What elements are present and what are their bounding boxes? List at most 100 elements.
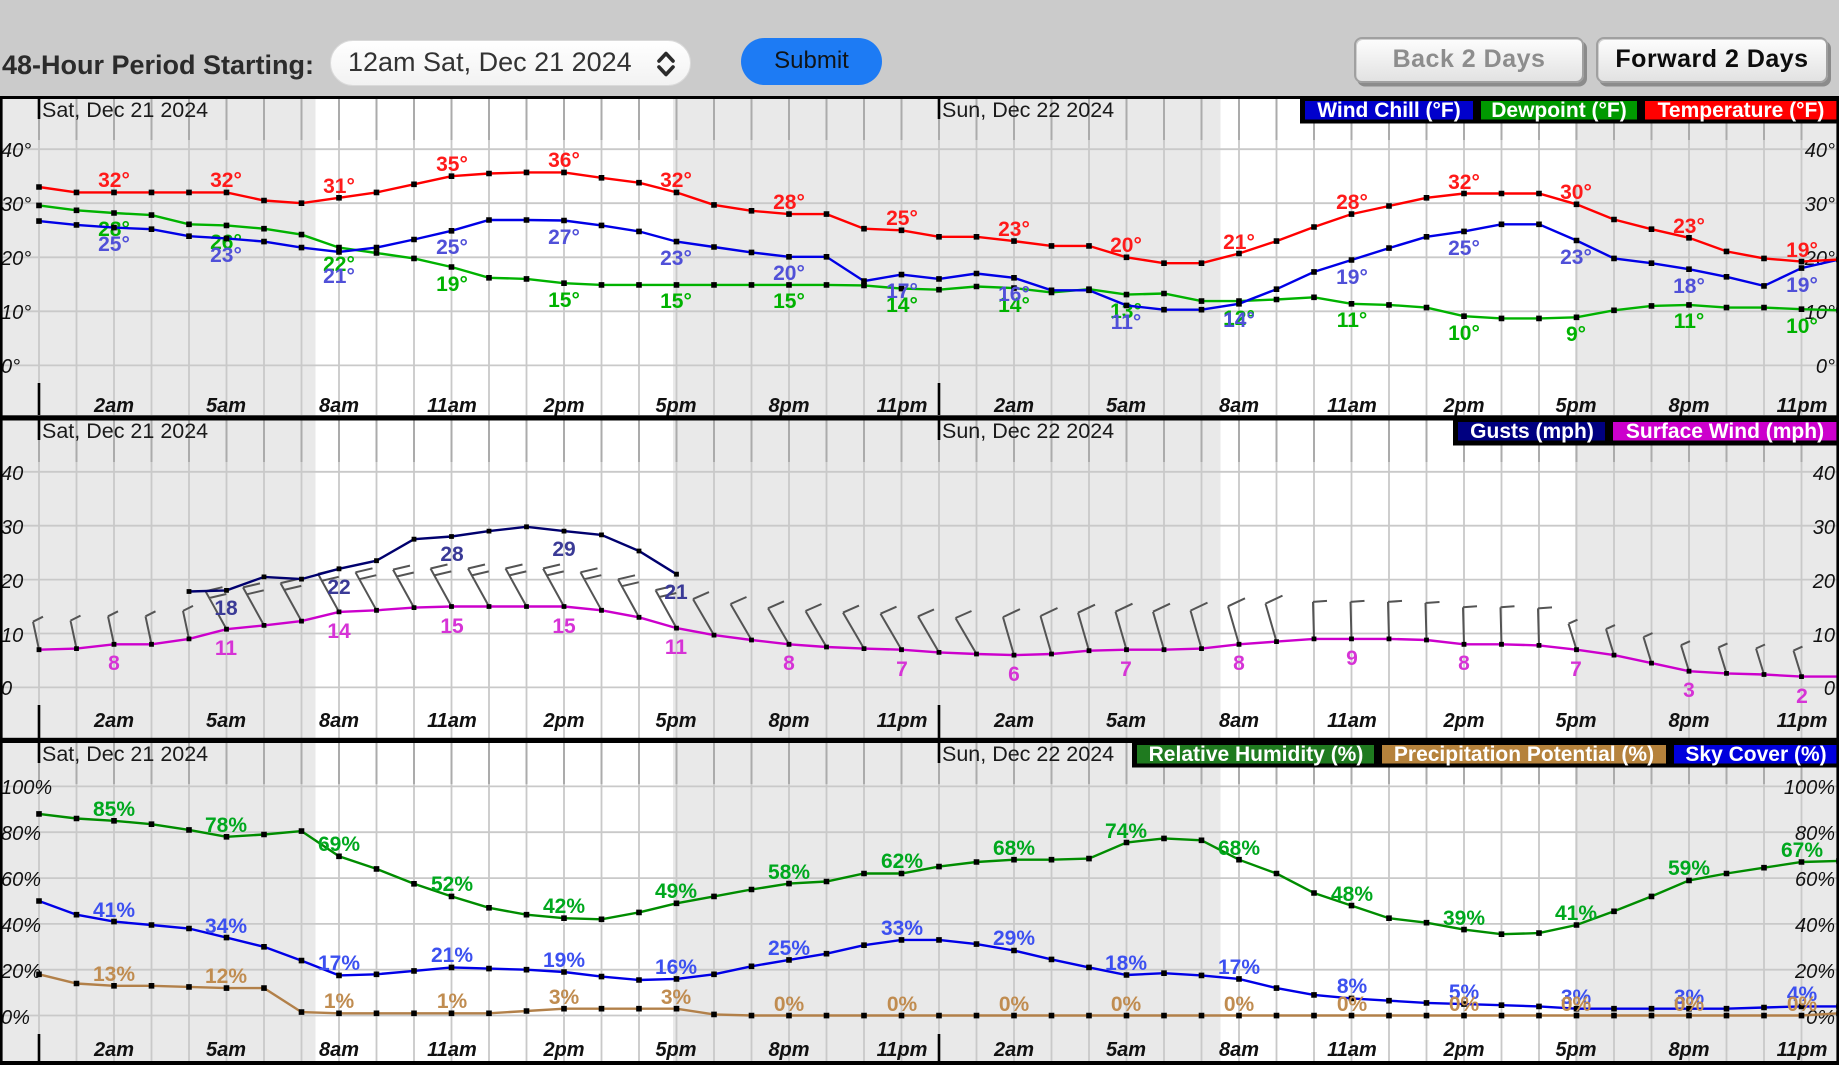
svg-text:17°: 17°: [886, 280, 918, 303]
svg-text:52%: 52%: [431, 873, 473, 896]
svg-text:25°: 25°: [886, 207, 918, 230]
svg-text:22: 22: [327, 576, 350, 599]
svg-text:8am: 8am: [319, 710, 359, 732]
svg-text:40°: 40°: [1805, 140, 1835, 162]
svg-text:8am: 8am: [319, 395, 359, 417]
svg-text:10°: 10°: [1, 302, 31, 324]
svg-text:30°: 30°: [1560, 181, 1592, 204]
svg-text:2pm: 2pm: [1442, 1039, 1484, 1061]
svg-text:2pm: 2pm: [1442, 395, 1484, 417]
svg-text:23°: 23°: [660, 247, 692, 270]
svg-text:14: 14: [327, 620, 351, 643]
svg-text:Surface Wind (mph): Surface Wind (mph): [1626, 420, 1824, 443]
svg-text:33%: 33%: [881, 917, 923, 940]
svg-text:10°: 10°: [1805, 302, 1835, 324]
svg-text:5am: 5am: [1106, 395, 1146, 417]
svg-text:60%: 60%: [1, 869, 41, 891]
svg-text:3: 3: [1683, 679, 1695, 702]
svg-text:78%: 78%: [205, 814, 247, 837]
svg-text:11pm: 11pm: [1777, 395, 1828, 417]
svg-text:21°: 21°: [323, 265, 355, 288]
svg-text:13%: 13%: [93, 963, 135, 986]
svg-text:10: 10: [1813, 625, 1835, 647]
svg-text:19°: 19°: [1336, 266, 1368, 289]
svg-text:10°: 10°: [1786, 315, 1818, 338]
svg-text:8%: 8%: [1337, 975, 1368, 998]
svg-text:2pm: 2pm: [542, 710, 584, 732]
svg-text:2am: 2am: [993, 395, 1034, 417]
svg-text:35°: 35°: [436, 153, 468, 176]
svg-text:19°: 19°: [1786, 239, 1818, 262]
svg-text:32°: 32°: [660, 169, 692, 192]
svg-text:14°: 14°: [1223, 309, 1255, 332]
svg-text:22°: 22°: [323, 253, 355, 276]
svg-text:8pm: 8pm: [768, 1039, 809, 1061]
svg-text:30°: 30°: [1, 194, 31, 216]
svg-text:5pm: 5pm: [655, 710, 696, 732]
svg-text:20°: 20°: [773, 262, 805, 285]
svg-text:3%: 3%: [1561, 986, 1592, 1009]
svg-text:23°: 23°: [210, 244, 242, 267]
svg-text:28°: 28°: [1336, 191, 1368, 214]
svg-text:3%: 3%: [549, 986, 580, 1009]
svg-text:Sun, Dec 22 2024: Sun, Dec 22 2024: [942, 742, 1114, 766]
svg-text:40°: 40°: [1, 140, 31, 162]
svg-text:20%: 20%: [0, 961, 41, 983]
svg-text:18: 18: [214, 597, 238, 620]
svg-text:30: 30: [1813, 517, 1835, 539]
svg-text:27°: 27°: [548, 226, 580, 249]
svg-text:12°: 12°: [1223, 307, 1255, 330]
svg-text:23°: 23°: [1673, 215, 1705, 238]
svg-text:6: 6: [1008, 663, 1020, 686]
svg-text:11pm: 11pm: [877, 1039, 928, 1061]
svg-text:0%: 0%: [1337, 993, 1368, 1016]
svg-text:0%: 0%: [887, 993, 918, 1016]
svg-text:15°: 15°: [548, 289, 580, 312]
svg-text:17%: 17%: [318, 952, 360, 975]
svg-text:0%: 0%: [1561, 993, 1592, 1016]
svg-text:11am: 11am: [1327, 1039, 1377, 1061]
svg-text:0°: 0°: [1, 356, 20, 378]
svg-text:Sun, Dec 22 2024: Sun, Dec 22 2024: [942, 98, 1114, 122]
svg-text:18%: 18%: [1105, 952, 1147, 975]
svg-text:2am: 2am: [993, 1039, 1034, 1061]
svg-text:8: 8: [1233, 652, 1245, 675]
svg-text:100%: 100%: [1784, 777, 1835, 799]
svg-text:11°: 11°: [1337, 309, 1368, 332]
svg-text:2am: 2am: [93, 1039, 134, 1061]
svg-text:19%: 19%: [543, 949, 585, 972]
svg-text:19°: 19°: [436, 273, 468, 296]
svg-text:18°: 18°: [1673, 275, 1705, 298]
svg-text:5%: 5%: [1449, 981, 1480, 1004]
svg-text:41%: 41%: [93, 899, 135, 922]
svg-text:5pm: 5pm: [1555, 1039, 1596, 1061]
svg-text:8: 8: [1458, 652, 1470, 675]
svg-text:0%: 0%: [774, 993, 805, 1016]
svg-text:49%: 49%: [655, 880, 697, 903]
svg-text:28: 28: [440, 543, 464, 566]
svg-text:14°: 14°: [998, 294, 1030, 317]
svg-text:11am: 11am: [1327, 395, 1377, 417]
svg-text:0%: 0%: [1674, 993, 1705, 1016]
svg-text:20: 20: [0, 571, 23, 593]
svg-text:0%: 0%: [1, 1007, 30, 1029]
svg-text:2: 2: [1796, 685, 1808, 708]
svg-text:7: 7: [1120, 658, 1132, 681]
svg-text:8am: 8am: [1219, 1039, 1259, 1061]
svg-text:8pm: 8pm: [1668, 710, 1709, 732]
svg-text:5pm: 5pm: [1555, 395, 1596, 417]
svg-text:40: 40: [1813, 463, 1835, 485]
svg-text:8pm: 8pm: [1668, 395, 1709, 417]
svg-text:0%: 0%: [1806, 1007, 1835, 1029]
svg-text:62%: 62%: [881, 850, 923, 873]
svg-text:1%: 1%: [324, 990, 355, 1013]
svg-text:41%: 41%: [1555, 902, 1597, 925]
svg-text:25°: 25°: [98, 233, 130, 256]
svg-text:40%: 40%: [1795, 915, 1835, 937]
svg-text:8pm: 8pm: [768, 710, 809, 732]
svg-text:17%: 17%: [1218, 956, 1260, 979]
svg-text:2pm: 2pm: [542, 395, 584, 417]
svg-text:32°: 32°: [98, 169, 130, 192]
svg-text:11am: 11am: [427, 1039, 477, 1061]
svg-text:25°: 25°: [1448, 237, 1480, 260]
